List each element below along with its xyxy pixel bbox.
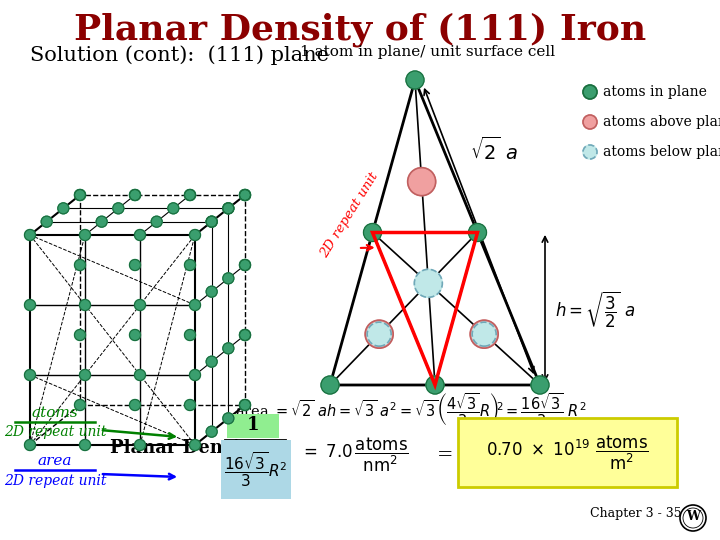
Circle shape	[469, 224, 487, 241]
Circle shape	[222, 343, 234, 354]
FancyBboxPatch shape	[221, 440, 291, 499]
Circle shape	[472, 322, 496, 346]
Circle shape	[184, 260, 196, 271]
Circle shape	[168, 203, 179, 214]
Text: $\dfrac{16\sqrt{3}}{3}R^{2}$: $\dfrac{16\sqrt{3}}{3}R^{2}$	[224, 451, 288, 489]
Circle shape	[24, 230, 35, 240]
Circle shape	[206, 356, 217, 367]
Circle shape	[24, 300, 35, 310]
Circle shape	[135, 230, 145, 240]
Text: atoms above plane: atoms above plane	[603, 115, 720, 129]
Circle shape	[41, 216, 52, 227]
Circle shape	[79, 230, 91, 240]
Circle shape	[240, 329, 251, 341]
Circle shape	[222, 413, 234, 424]
Circle shape	[79, 300, 91, 310]
Circle shape	[74, 190, 86, 200]
Circle shape	[364, 224, 382, 241]
Circle shape	[184, 329, 196, 341]
Text: W: W	[686, 510, 700, 523]
Text: atoms: atoms	[32, 406, 78, 420]
Circle shape	[130, 190, 140, 200]
Circle shape	[240, 329, 251, 341]
Circle shape	[240, 190, 251, 200]
Circle shape	[206, 286, 217, 297]
Circle shape	[24, 369, 35, 381]
Circle shape	[240, 190, 251, 200]
Circle shape	[365, 320, 393, 348]
Text: 2D repeat unit: 2D repeat unit	[4, 474, 107, 488]
Circle shape	[74, 260, 86, 271]
Circle shape	[240, 260, 251, 271]
Circle shape	[583, 145, 597, 159]
Circle shape	[240, 400, 251, 410]
Circle shape	[79, 440, 91, 450]
Circle shape	[222, 273, 234, 284]
Text: area: area	[37, 454, 72, 468]
Text: Chapter 3 - 35: Chapter 3 - 35	[590, 507, 682, 520]
Text: $0.70\ \times\ 10^{19}\ \dfrac{\mathrm{atoms}}{\mathrm{m}^{2}}$: $0.70\ \times\ 10^{19}\ \dfrac{\mathrm{a…	[485, 434, 649, 472]
Circle shape	[222, 203, 234, 214]
Text: area $= \sqrt{2}\ ah = \sqrt{3}\ a^{2} = \sqrt{3}\left(\dfrac{4\sqrt{3}}{3}R\rig: area $= \sqrt{2}\ ah = \sqrt{3}\ a^{2} =…	[235, 392, 587, 429]
Circle shape	[184, 400, 196, 410]
Text: $\sqrt{2}\ a$: $\sqrt{2}\ a$	[470, 137, 518, 164]
Circle shape	[96, 216, 107, 227]
FancyBboxPatch shape	[227, 414, 279, 438]
Text: Planar Density =: Planar Density =	[110, 439, 280, 457]
Text: 1: 1	[247, 416, 259, 434]
Text: Solution (cont):  (111) plane: Solution (cont): (111) plane	[30, 45, 329, 65]
Text: 2D repeat unit: 2D repeat unit	[4, 425, 107, 439]
Circle shape	[583, 115, 597, 129]
Circle shape	[130, 260, 140, 271]
Circle shape	[24, 440, 35, 450]
Circle shape	[58, 203, 69, 214]
Circle shape	[79, 369, 91, 381]
Circle shape	[206, 216, 217, 227]
Circle shape	[240, 400, 251, 410]
Circle shape	[74, 190, 86, 200]
Circle shape	[470, 320, 498, 348]
Circle shape	[113, 203, 124, 214]
Circle shape	[583, 85, 597, 99]
Circle shape	[531, 376, 549, 394]
FancyBboxPatch shape	[458, 418, 677, 487]
Circle shape	[321, 376, 339, 394]
Text: 2D repeat unit: 2D repeat unit	[318, 170, 382, 260]
Circle shape	[367, 322, 391, 346]
Circle shape	[135, 300, 145, 310]
Text: Planar Density of (111) Iron: Planar Density of (111) Iron	[74, 12, 646, 46]
Circle shape	[414, 269, 442, 298]
Circle shape	[151, 216, 162, 227]
Circle shape	[189, 230, 200, 240]
Text: =: =	[437, 446, 454, 464]
Circle shape	[426, 376, 444, 394]
Circle shape	[189, 369, 200, 381]
Circle shape	[206, 426, 217, 437]
Circle shape	[408, 167, 436, 195]
Text: $= \ 7.0\,\dfrac{\mathrm{atoms}}{\mathrm{nm}^{2}}$: $= \ 7.0\,\dfrac{\mathrm{atoms}}{\mathrm…	[300, 436, 409, 474]
Circle shape	[206, 216, 217, 227]
Circle shape	[130, 400, 140, 410]
Circle shape	[184, 190, 196, 200]
Circle shape	[189, 300, 200, 310]
Text: atoms below plane: atoms below plane	[603, 145, 720, 159]
Circle shape	[406, 71, 424, 89]
Circle shape	[74, 400, 86, 410]
Text: $h=\sqrt{\dfrac{3}{2}}\ a$: $h=\sqrt{\dfrac{3}{2}}\ a$	[555, 290, 636, 330]
Circle shape	[184, 190, 196, 200]
Circle shape	[240, 260, 251, 271]
Circle shape	[74, 329, 86, 341]
Text: 1 atom in plane/ unit surface cell: 1 atom in plane/ unit surface cell	[300, 45, 555, 59]
Circle shape	[130, 329, 140, 341]
Text: atoms in plane: atoms in plane	[603, 85, 707, 99]
Circle shape	[240, 190, 251, 200]
Circle shape	[130, 190, 140, 200]
Circle shape	[135, 369, 145, 381]
Circle shape	[189, 440, 200, 450]
Circle shape	[222, 203, 234, 214]
Circle shape	[135, 440, 145, 450]
